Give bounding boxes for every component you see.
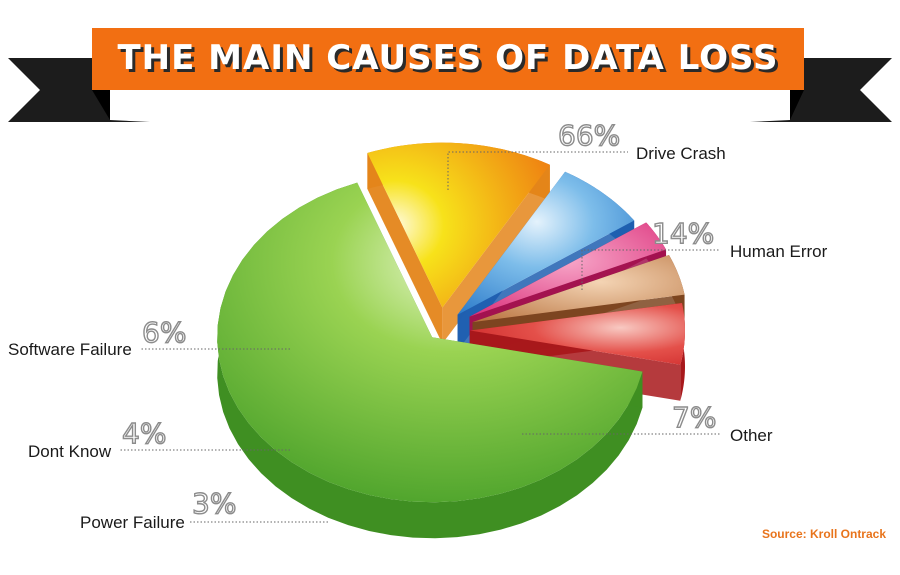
value-labels: 66% 14% 7% 3% 4% 6% (121, 118, 717, 520)
slice-wall-human-error (367, 153, 443, 344)
pct-drive-crash: 66% (558, 119, 620, 152)
leader-lines (120, 151, 720, 523)
title-banner: THE MAIN CAUSES OF DATA LOSS THE MAIN CA… (8, 28, 892, 122)
slice-top-power-failure (469, 222, 667, 317)
slice-drive-crash (217, 182, 643, 539)
label-dont-know: Dont Know (28, 442, 112, 461)
ribbon-left (8, 58, 150, 122)
slice-top-software-failure (469, 302, 685, 365)
leader-human-error (581, 249, 720, 290)
banner-fold-left (92, 90, 110, 120)
label-power-failure: Power Failure (80, 513, 185, 532)
label-human-error: Human Error (730, 242, 828, 261)
category-labels: Drive Crash Human Error Other Power Fail… (8, 144, 828, 532)
slice-top-dont-know (472, 255, 685, 323)
label-other: Other (730, 426, 773, 445)
pct-other: 7% (672, 401, 716, 434)
title-shadow: THE MAIN CAUSES OF DATA LOSS (120, 41, 781, 81)
slice-human-error (367, 142, 550, 344)
pct-power-failure: 3% (192, 487, 236, 520)
label-drive-crash: Drive Crash (636, 144, 726, 163)
pct-human-error: 14% (652, 217, 714, 250)
chart-title: THE MAIN CAUSES OF DATA LOSS (117, 38, 778, 78)
slice-top-other (457, 171, 635, 315)
banner-bar (92, 28, 804, 90)
banner-fold-right (790, 90, 804, 120)
ribbon-right (750, 58, 892, 122)
pct-software-failure: 6% (142, 316, 186, 349)
slice-top-drive-crash (217, 182, 643, 503)
leader-drive-crash (447, 151, 628, 190)
pct-dont-know: 4% (122, 417, 166, 450)
pie-slices (217, 142, 685, 539)
label-software-failure: Software Failure (8, 340, 132, 359)
slice-wall-human-error (442, 164, 550, 344)
source-note: Source: Kroll Ontrack (762, 527, 886, 541)
slice-top-human-error (367, 142, 550, 308)
